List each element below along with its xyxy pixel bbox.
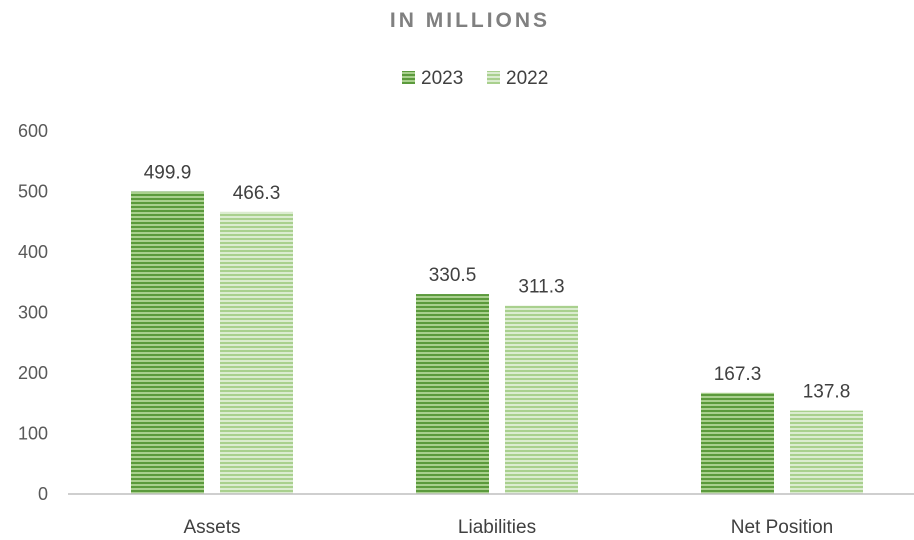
data-label: 167.3 xyxy=(714,364,762,385)
y-tick-label: 200 xyxy=(18,363,48,383)
y-tick-label: 500 xyxy=(18,182,48,202)
data-label: 311.3 xyxy=(518,277,564,298)
x-tick-label: Liabilities xyxy=(458,517,536,538)
y-tick-label: 400 xyxy=(18,242,48,262)
bar-net-position-2022 xyxy=(790,410,863,494)
data-labels: 499.9 466.3 330.5 311.3 167.3 137.8 xyxy=(144,163,851,403)
data-label: 499.9 xyxy=(144,163,192,184)
data-label: 137.8 xyxy=(803,382,851,403)
y-tick-label: 100 xyxy=(18,424,48,444)
data-label: 330.5 xyxy=(429,265,477,286)
legend-label-2022: 2022 xyxy=(506,68,548,89)
bar-liabilities-2023 xyxy=(416,294,489,494)
y-tick-label: 600 xyxy=(18,121,48,141)
y-tick-label: 0 xyxy=(38,484,48,504)
data-label: 466.3 xyxy=(233,183,281,204)
legend: 2023 2022 xyxy=(402,68,548,89)
x-tick-label: Assets xyxy=(183,517,240,538)
x-axis: Assets Liabilities Net Position xyxy=(183,517,833,538)
bar-net-position-2023 xyxy=(701,392,774,494)
chart-title: IN MILLIONS xyxy=(390,9,550,32)
bar-assets-2023 xyxy=(131,191,204,495)
y-axis: 0 100 200 300 400 500 600 xyxy=(18,121,48,504)
bar-assets-2022 xyxy=(220,211,293,495)
legend-label-2023: 2023 xyxy=(421,68,463,89)
legend-swatch-2023 xyxy=(402,71,415,84)
y-tick-label: 300 xyxy=(18,303,48,323)
x-tick-label: Net Position xyxy=(731,517,833,538)
bar-liabilities-2022 xyxy=(505,305,578,494)
bars xyxy=(131,191,863,495)
legend-swatch-2022 xyxy=(487,71,500,84)
